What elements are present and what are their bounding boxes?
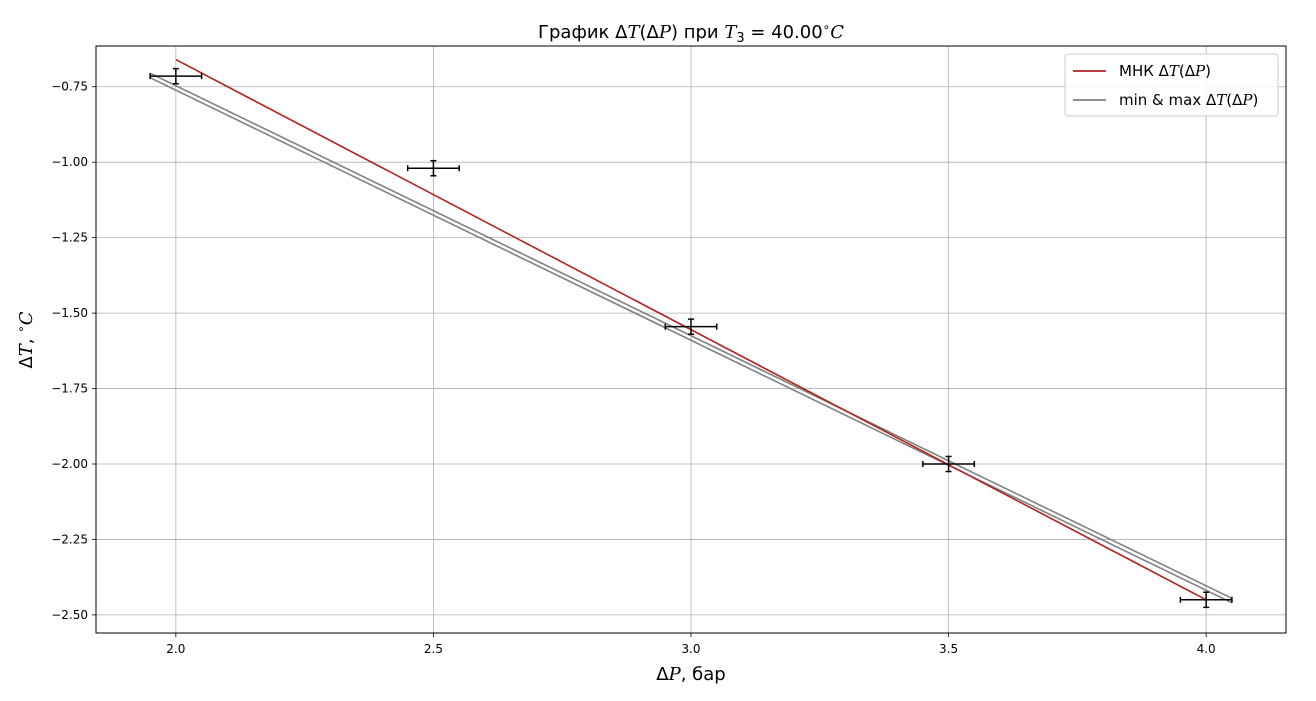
x-tick-label: 3.0 (681, 642, 700, 656)
x-axis-label: ΔP, бар (656, 664, 725, 685)
error-bar-point (149, 67, 203, 85)
x-tick-label: 2.5 (424, 642, 443, 656)
legend-label-mnk: МНК ΔT(ΔP) (1119, 62, 1211, 80)
data-points (149, 67, 1233, 609)
error-bar-point (922, 455, 976, 473)
y-tick-label: −2.25 (51, 532, 88, 546)
legend-box (1064, 53, 1279, 117)
grid (96, 46, 1286, 633)
y-tick-label: −0.75 (51, 80, 88, 94)
y-tick-label: −1.50 (51, 306, 88, 320)
error-bar-point (406, 159, 460, 177)
y-tick-label: −2.50 (51, 608, 88, 622)
y-tick-label: −1.25 (51, 231, 88, 245)
y-tick-label: −1.75 (51, 382, 88, 396)
x-tick-label: 3.5 (939, 642, 958, 656)
y-tick-label: −1.00 (51, 155, 88, 169)
axis-ticks: 2.0 2.5 3.0 3.5 4.0 −0.75 −1.00 −1.25 −1.50 −1.75… (51, 80, 1215, 656)
legend: МНК ΔT(ΔP) min & max ΔT(ΔP) (1064, 53, 1279, 117)
error-bar-point (1179, 591, 1233, 609)
x-tick-label: 4.0 (1197, 642, 1216, 656)
error-bar-point (664, 318, 718, 335)
y-axis-label: ΔT, ∘C (14, 311, 37, 368)
legend-label-minmax: min & max ΔT(ΔP) (1119, 91, 1258, 109)
chart-title: График ΔT(ΔP) при T3 = 40.00∘C (538, 20, 844, 46)
plot-frame (95, 45, 1287, 634)
series-line-2 (149, 72, 1233, 600)
series-line-1 (149, 76, 1233, 604)
x-tick-label: 2.0 (166, 642, 185, 656)
y-tick-label: −2.00 (51, 457, 88, 471)
